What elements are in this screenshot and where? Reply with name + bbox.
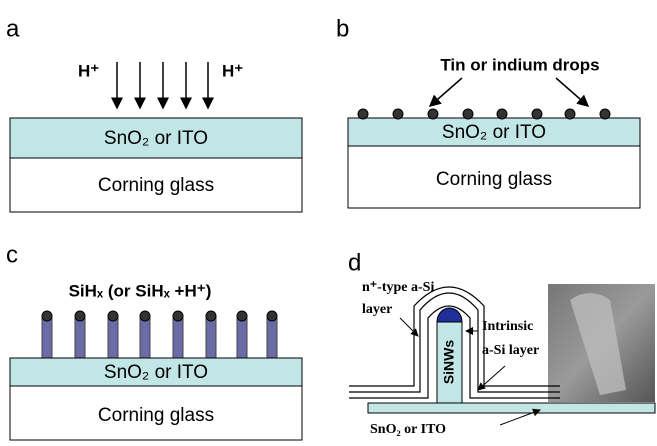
ion-label: H⁺	[78, 61, 99, 80]
panel-label: d	[348, 249, 361, 276]
annotation: SiHₓ (or SiHₓ +H⁺)	[69, 281, 212, 300]
panel-label: b	[336, 15, 349, 42]
panel-a: a H⁺ H⁺ SnO₂ or ITO Corning glass	[6, 15, 302, 212]
layer-label: Corning glass	[436, 169, 552, 190]
annotation: Tin or indium drops	[440, 55, 599, 74]
arrows	[117, 62, 208, 108]
ion-label: H⁺	[222, 61, 243, 80]
annotation: a-Si layer	[482, 343, 539, 358]
catalyst	[437, 308, 462, 322]
panel-label: a	[6, 15, 20, 42]
panel-c: c SiHₓ (or SiHₓ +H⁺) SnO₂ or ITO Corning…	[6, 241, 302, 440]
layer-label: Corning glass	[98, 405, 214, 426]
layer-label: SnO₂ or ITO	[104, 128, 208, 149]
nanowires	[42, 311, 277, 358]
annotation: Intrinsic	[482, 319, 533, 334]
substrate	[368, 403, 655, 413]
layer-label: SnO₂ or ITO	[104, 362, 208, 383]
annotation: layer	[362, 302, 392, 317]
panel-d: d SiNWs n⁺-type a-Si layer Intrinsic a-S…	[348, 249, 655, 437]
figure: a H⁺ H⁺ SnO₂ or ITO Corning glass b Tin …	[0, 0, 657, 441]
layer-label: SnO₂ or ITO	[442, 122, 546, 143]
annotation: SnO₂ or ITO	[370, 422, 446, 437]
annotation: n⁺-type a-Si	[362, 280, 434, 295]
layer-label: Corning glass	[98, 175, 214, 196]
panel-b: b Tin or indium drops SnO₂ or ITO Cornin…	[336, 15, 640, 208]
wire-label: SiNWs	[441, 340, 457, 385]
panel-label: c	[6, 241, 18, 268]
